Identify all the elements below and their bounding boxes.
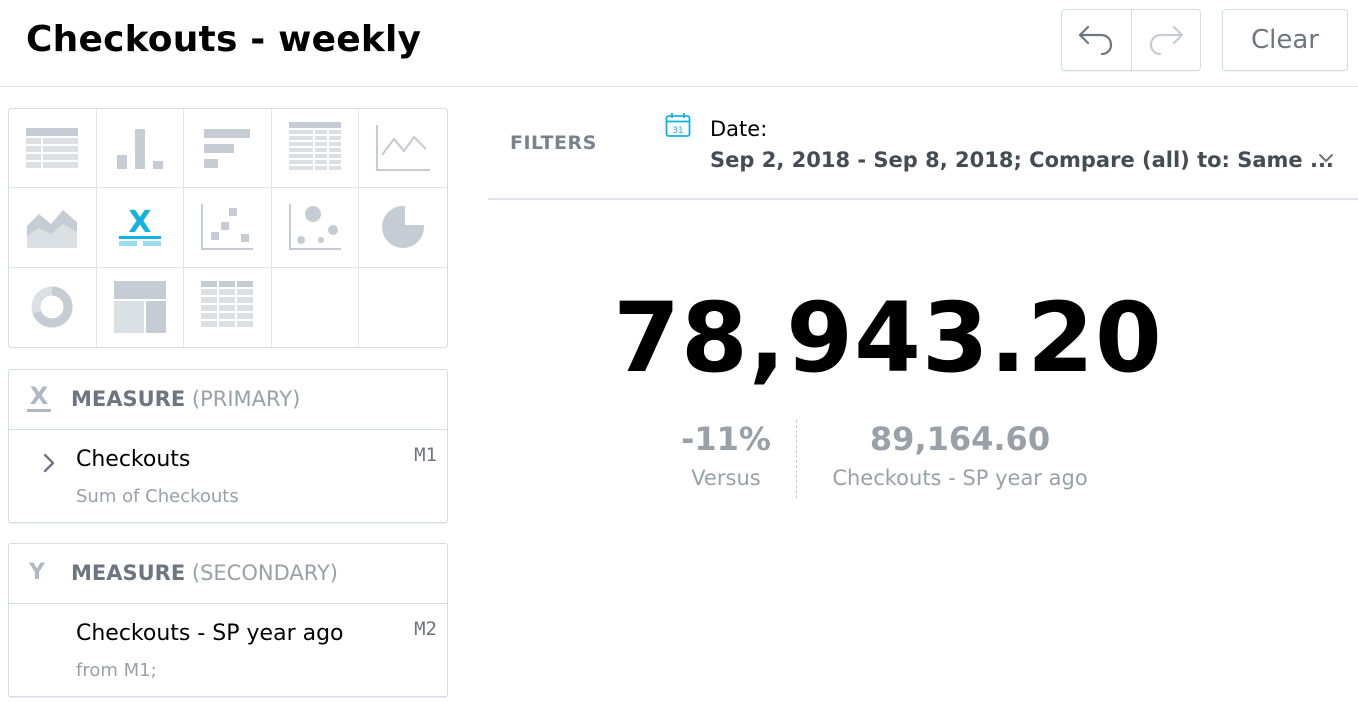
filters-label: FILTERS bbox=[510, 132, 597, 154]
measure-name[interactable]: Checkouts - SP year ago bbox=[76, 621, 344, 646]
undo-button[interactable] bbox=[1062, 10, 1131, 70]
undo-redo-group bbox=[1061, 9, 1201, 71]
svg-text:X: X bbox=[128, 206, 151, 240]
bar-chart-icon bbox=[204, 129, 251, 169]
headline-divider bbox=[796, 420, 797, 498]
measure-aggregation: Sum of Checkouts bbox=[76, 486, 239, 507]
donut-chart-icon bbox=[31, 286, 73, 328]
headline-icon: X bbox=[118, 206, 161, 247]
date-filter-label: Date: bbox=[710, 117, 768, 141]
secondary-label: Checkouts - SP year ago bbox=[832, 466, 1088, 490]
scatter-plot-icon bbox=[201, 204, 254, 251]
chart-type-table[interactable] bbox=[9, 109, 97, 189]
area-chart-icon bbox=[27, 210, 78, 249]
chart-type-heatmap[interactable] bbox=[184, 267, 272, 347]
chart-type-scatter[interactable] bbox=[184, 188, 272, 268]
headline-change: -11% Versus bbox=[668, 420, 784, 490]
svg-text:X: X bbox=[30, 382, 49, 410]
redo-button[interactable] bbox=[1130, 10, 1201, 70]
bucket-title: MEASURE (PRIMARY) bbox=[71, 387, 301, 411]
headline-secondary: 89,164.60 Checkouts - SP year ago bbox=[812, 420, 1108, 490]
chart-type-picker: X bbox=[8, 108, 448, 348]
table-icon bbox=[26, 128, 79, 169]
filters-bar: FILTERS 31 Date: Sep 2, 2018 - Sep 8, 20… bbox=[488, 88, 1358, 200]
bubble-chart-icon bbox=[289, 204, 342, 251]
headline-primary-value: 78,943.20 bbox=[613, 282, 1163, 394]
chart-type-bar[interactable] bbox=[184, 109, 272, 189]
chart-type-treemap[interactable] bbox=[97, 267, 185, 347]
chart-type-pivot-table[interactable] bbox=[271, 109, 360, 189]
treemap-icon bbox=[113, 281, 166, 334]
measure-primary-bucket: X MEASURE (PRIMARY) Checkouts Sum of Che… bbox=[8, 369, 448, 523]
chart-type-empty-2 bbox=[359, 268, 447, 347]
heatmap-icon bbox=[201, 281, 254, 328]
pivot-table-icon bbox=[289, 122, 342, 171]
chart-type-headline[interactable]: X bbox=[96, 188, 185, 268]
chart-type-area[interactable] bbox=[9, 188, 97, 268]
date-filter-value[interactable]: Sep 2, 2018 - Sep 8, 2018; Compare (all)… bbox=[710, 148, 1334, 172]
bucket-header: X MEASURE (PRIMARY) bbox=[9, 370, 447, 430]
chart-type-line[interactable] bbox=[359, 109, 447, 189]
measure-id: M2 bbox=[414, 618, 437, 640]
pie-chart-icon bbox=[382, 205, 426, 249]
bucket-header: Y MEASURE (SECONDARY) bbox=[9, 544, 447, 604]
calendar-icon: 31 bbox=[665, 113, 691, 137]
measure-id: M1 bbox=[414, 444, 437, 466]
measure-item-m2[interactable]: Checkouts - SP year ago from M1; M2 bbox=[9, 604, 447, 696]
line-chart-icon bbox=[376, 125, 431, 172]
chevron-right-icon[interactable] bbox=[42, 453, 56, 473]
measure-secondary-bucket: Y MEASURE (SECONDARY) Checkouts - SP yea… bbox=[8, 543, 448, 697]
x-measure-icon: X bbox=[27, 382, 51, 412]
chart-type-donut[interactable] bbox=[9, 267, 97, 347]
column-chart-icon bbox=[116, 129, 163, 170]
svg-text:31: 31 bbox=[672, 126, 683, 136]
chart-type-column[interactable] bbox=[96, 109, 185, 189]
redo-icon bbox=[1149, 25, 1183, 56]
chart-type-bubble[interactable] bbox=[271, 188, 360, 268]
page-title[interactable]: Checkouts - weekly bbox=[26, 19, 422, 60]
chevron-down-icon[interactable] bbox=[1318, 152, 1334, 164]
change-label: Versus bbox=[691, 466, 761, 490]
secondary-value: 89,164.60 bbox=[869, 420, 1051, 458]
header: Checkouts - weekly Clear bbox=[0, 0, 1358, 87]
change-value: -11% bbox=[681, 420, 771, 458]
y-measure-icon: Y bbox=[29, 560, 45, 585]
bucket-title: MEASURE (SECONDARY) bbox=[71, 561, 339, 585]
undo-icon bbox=[1079, 25, 1113, 56]
measure-derivation: from M1; bbox=[76, 660, 157, 681]
clear-button[interactable]: Clear bbox=[1222, 9, 1348, 71]
measure-item-m1[interactable]: Checkouts Sum of Checkouts M1 bbox=[9, 430, 447, 522]
chart-type-empty-1 bbox=[272, 267, 360, 347]
measure-name[interactable]: Checkouts bbox=[76, 447, 191, 472]
chart-type-pie[interactable] bbox=[359, 188, 447, 268]
